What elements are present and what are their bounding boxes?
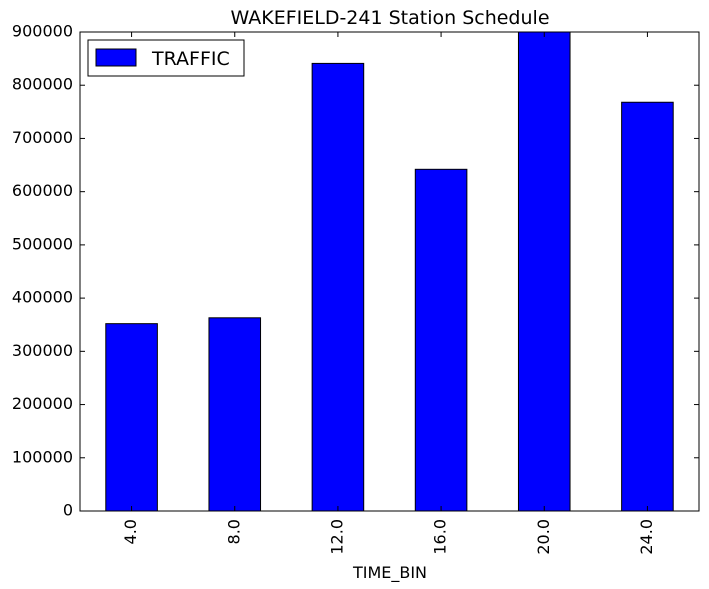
chart-title: WAKEFIELD-241 Station Schedule [230,7,549,29]
y-tick-label: 900000 [12,22,73,41]
x-tick-label: 24.0 [637,519,656,555]
bar-4.0 [105,323,158,512]
y-tick-label: 0 [63,501,73,520]
bar-12.0 [311,62,365,512]
y-tick-label: 700000 [12,128,73,147]
y-axis: 0 100000 200000 300000 400000 500000 600000 700… [12,22,699,520]
x-axis-label: TIME_BIN [352,563,427,583]
legend-label: TRAFFIC [151,48,230,70]
y-tick-label: 400000 [12,288,73,307]
bar-20.0 [517,31,571,512]
y-tick-label: 300000 [12,341,73,360]
x-axis: 4.0 8.0 12.0 16.0 20.0 24.0 [121,32,656,555]
y-tick-label: 500000 [12,234,73,253]
y-tick-label: 800000 [12,75,73,94]
x-tick-label: 16.0 [431,519,450,555]
x-tick-label: 8.0 [224,519,243,544]
bar-8.0 [208,317,262,512]
y-tick-label: 100000 [12,447,73,466]
x-tick-label: 12.0 [327,519,346,555]
y-tick-label: 200000 [12,394,73,413]
x-tick-label: 4.0 [121,519,140,544]
bar-16.0 [414,168,468,512]
plot-frame [79,31,700,512]
legend: TRAFFIC [87,39,245,77]
bars-group [105,31,674,512]
y-tick-label: 600000 [12,181,73,200]
bar-24.0 [621,101,674,512]
legend-swatch [95,48,137,67]
x-tick-label: 20.0 [534,519,553,555]
plot-area [80,32,699,511]
